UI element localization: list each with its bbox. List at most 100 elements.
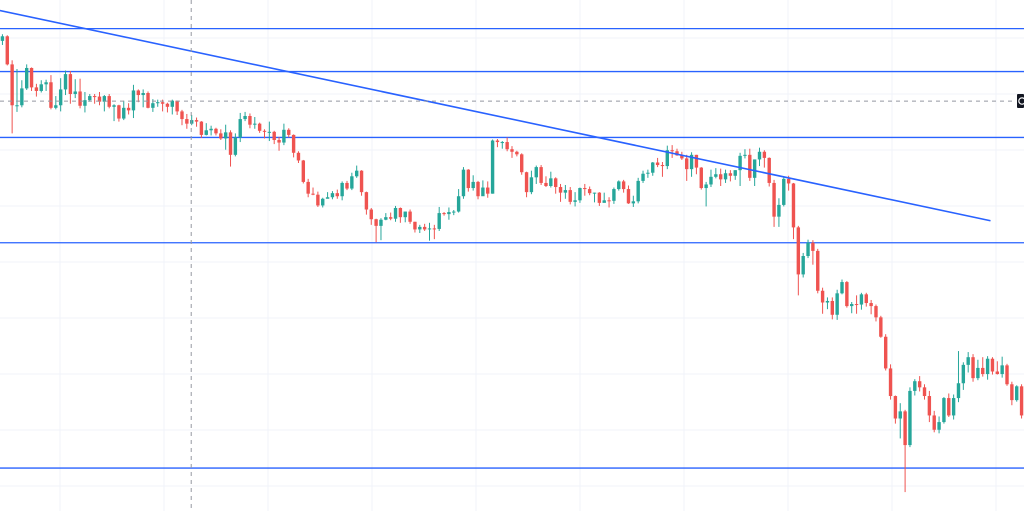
candle-body xyxy=(461,169,466,197)
candle-body xyxy=(655,162,660,166)
candle-body xyxy=(568,190,572,202)
candle-body xyxy=(306,181,310,194)
candle-body xyxy=(752,159,757,178)
candle-body xyxy=(636,180,640,202)
candle-body xyxy=(330,193,335,198)
candle-body xyxy=(257,123,262,131)
candle-body xyxy=(1019,386,1024,416)
horizontal-levels xyxy=(0,27,1024,469)
candle-body xyxy=(1000,365,1004,375)
candle-body xyxy=(325,197,330,199)
candle-body xyxy=(44,82,48,85)
candle-body xyxy=(942,398,946,423)
candle-body xyxy=(995,371,1000,375)
candle-body xyxy=(922,387,927,397)
candle-body xyxy=(335,193,339,197)
candle-body xyxy=(597,192,602,203)
candle-body xyxy=(879,317,883,337)
candle-body xyxy=(364,192,369,210)
candle-body xyxy=(932,415,936,430)
candle-body xyxy=(680,155,684,159)
candle-body xyxy=(617,181,621,190)
candle-body xyxy=(68,74,73,95)
candle-body xyxy=(165,103,170,107)
candle-body xyxy=(573,200,577,202)
candle-body xyxy=(141,93,145,96)
candle-body xyxy=(816,250,820,291)
candle-body xyxy=(316,194,320,206)
candle-body xyxy=(287,129,291,135)
candle-body xyxy=(112,105,116,107)
candle-body xyxy=(515,151,519,155)
candle-body xyxy=(883,336,888,369)
candle-body xyxy=(5,36,9,65)
candle-body xyxy=(374,219,378,226)
candle-body xyxy=(49,82,53,108)
candle-body xyxy=(782,178,786,205)
candle-body xyxy=(917,381,922,388)
candle-body xyxy=(990,358,995,372)
candle-body xyxy=(869,303,873,307)
candle-body xyxy=(699,167,703,189)
candle-body xyxy=(592,192,597,194)
candle-body xyxy=(845,282,849,307)
candle-body xyxy=(558,187,563,193)
candle-body xyxy=(131,90,136,111)
candle-body xyxy=(107,96,111,107)
candle-body xyxy=(88,96,92,101)
candle-body xyxy=(219,133,223,139)
candle-body xyxy=(350,176,354,189)
candle-body xyxy=(539,167,543,183)
candle-body xyxy=(78,91,82,106)
candle-body xyxy=(437,213,441,229)
candle-body xyxy=(646,172,650,174)
candle-body xyxy=(694,154,699,168)
candle-body xyxy=(743,154,747,156)
candle-body xyxy=(563,190,568,193)
candle-body xyxy=(529,177,534,193)
candle-body xyxy=(748,154,752,178)
candle-body xyxy=(34,87,39,91)
candle-body xyxy=(296,152,301,161)
candle-body xyxy=(791,183,796,228)
candle-body xyxy=(301,160,306,182)
candle-body xyxy=(340,182,344,197)
candle-body xyxy=(427,228,432,230)
candle-body xyxy=(733,170,737,176)
candle-body xyxy=(685,158,689,170)
candle-body xyxy=(393,207,398,219)
candle-body xyxy=(490,140,495,194)
candle-body xyxy=(583,188,587,190)
candle-body xyxy=(728,173,733,176)
candle-body xyxy=(981,367,985,375)
candle-body xyxy=(578,188,582,201)
candle-body xyxy=(888,368,893,397)
candle-body xyxy=(29,67,34,88)
candle-body xyxy=(398,207,403,218)
candle-body xyxy=(825,300,830,303)
candle-body xyxy=(160,102,165,104)
candle-body xyxy=(272,131,276,141)
candle-body xyxy=(345,182,349,189)
candle-body xyxy=(675,151,679,156)
candle-body xyxy=(927,396,932,416)
candle-body xyxy=(665,150,669,167)
candles xyxy=(0,34,1024,493)
candle-body xyxy=(937,422,941,430)
candle-body xyxy=(723,173,728,180)
candle-body xyxy=(403,211,407,218)
candle-body xyxy=(651,162,655,173)
candle-body xyxy=(204,130,208,135)
candle-body xyxy=(73,91,77,95)
candle-body xyxy=(971,357,975,379)
candle-body xyxy=(738,155,742,171)
candle-body xyxy=(15,105,19,107)
candle-body xyxy=(456,196,461,212)
candle-body xyxy=(384,217,388,220)
candle-body xyxy=(520,154,524,173)
candle-body xyxy=(718,174,723,180)
candle-body xyxy=(864,294,868,304)
candle-body xyxy=(481,187,485,197)
candle-body xyxy=(850,304,854,307)
